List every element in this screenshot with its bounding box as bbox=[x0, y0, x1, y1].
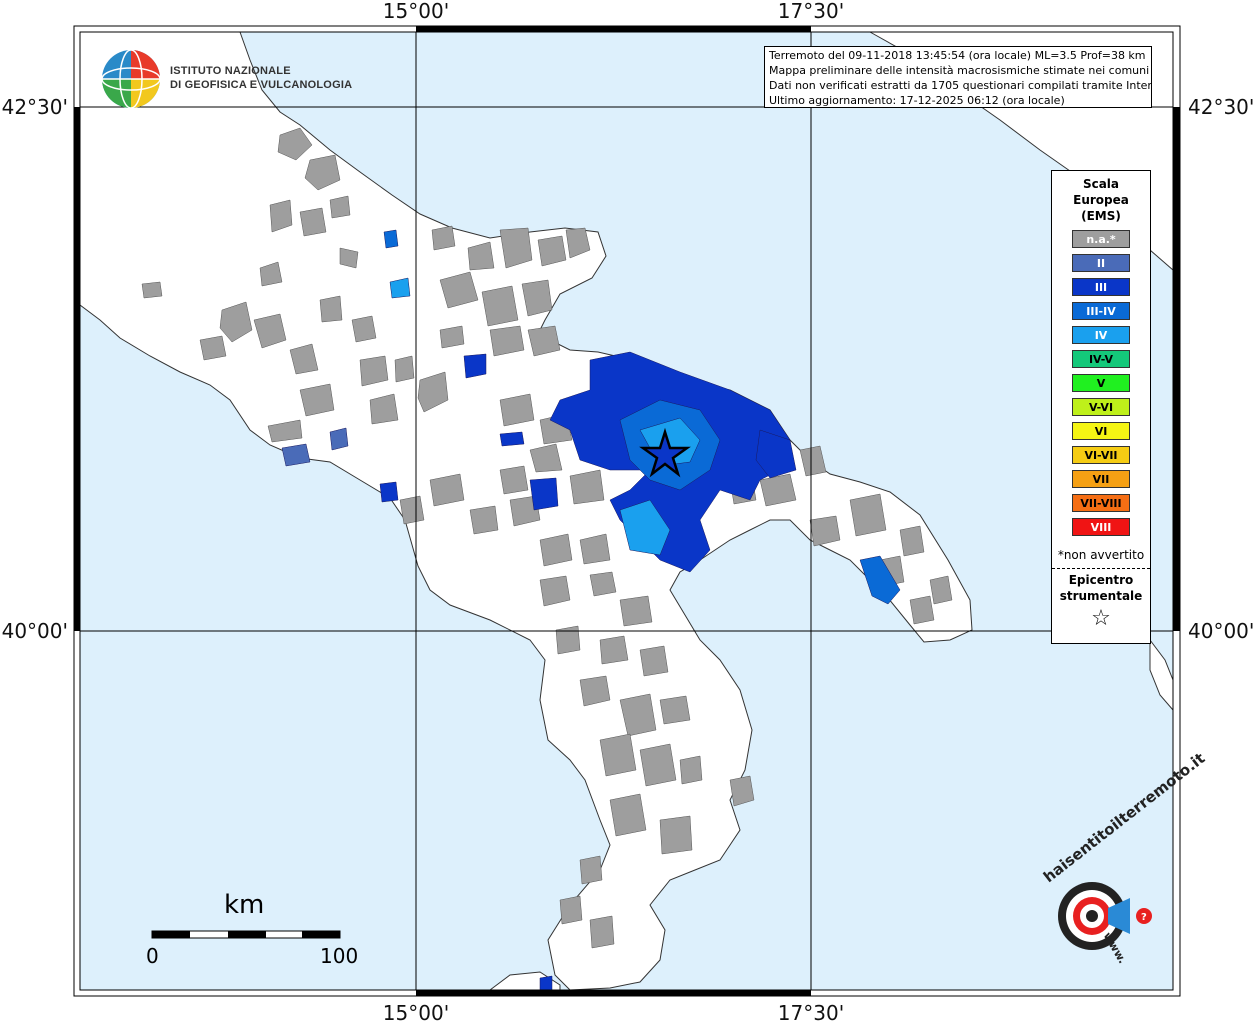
legend-items: n.a.* II III III-IV IV IV-V V V-VI VI VI-VII VII VI… bbox=[1052, 230, 1150, 536]
event-info-line4: Ultimo aggiornamento: 17-12-2025 06:12 (… bbox=[769, 94, 1065, 107]
lat-label-lower-left: 40°00' bbox=[2, 619, 68, 643]
star-icon: ☆ bbox=[1091, 606, 1111, 631]
legend-item: II bbox=[1072, 254, 1130, 272]
legend-item: VI bbox=[1072, 422, 1130, 440]
lat-label-lower-right: 40°00' bbox=[1188, 619, 1254, 643]
legend-item: VI-VII bbox=[1072, 446, 1130, 464]
felt-municipalities bbox=[281, 229, 901, 991]
svg-text:?: ? bbox=[1141, 912, 1147, 923]
legend-item: IV-V bbox=[1072, 350, 1130, 368]
lon-label-top-left: 15°00' bbox=[383, 0, 449, 23]
legend-title: Scala Europea (EMS) bbox=[1052, 176, 1150, 224]
legend-epicenter-title: Epicentro strumentale bbox=[1052, 572, 1150, 604]
epicenter-star bbox=[639, 427, 691, 478]
map-frame bbox=[73, 25, 1181, 997]
legend-title-line1: Scala bbox=[1082, 177, 1120, 191]
scale-unit-label: km bbox=[224, 890, 265, 920]
legend-item: n.a.* bbox=[1072, 230, 1130, 248]
legend-title-line2: Europea bbox=[1073, 193, 1129, 207]
legend-item: VII bbox=[1072, 470, 1130, 488]
lat-label-upper-right: 42°30' bbox=[1188, 95, 1254, 119]
lon-label-bottom-right: 17°30' bbox=[778, 1001, 844, 1024]
event-info-line1: Terremoto del 09-11-2018 13:45:54 (ora l… bbox=[769, 49, 1146, 62]
target-megaphone-icon: ? bbox=[1058, 882, 1152, 950]
not-felt-municipalities bbox=[141, 127, 953, 949]
event-info-box: Terremoto del 09-11-2018 13:45:54 (ora l… bbox=[764, 46, 1152, 108]
event-info-line3: Dati non verificati estratti da 1705 que… bbox=[769, 79, 1152, 92]
scale-start-label: 0 bbox=[146, 944, 159, 968]
legend-title-line3: (EMS) bbox=[1081, 209, 1121, 223]
scale-end-label: 100 bbox=[320, 944, 359, 968]
ingv-name-line2: DI GEOFISICA E VULCANOLOGIA bbox=[170, 79, 353, 91]
lon-label-top-right: 17°30' bbox=[778, 0, 844, 23]
legend-item: VII-VIII bbox=[1072, 494, 1130, 512]
event-info-line2: Mappa preliminare delle intensità macros… bbox=[769, 64, 1150, 77]
legend-item: III-IV bbox=[1072, 302, 1130, 320]
legend-item: IV bbox=[1072, 326, 1130, 344]
legend-item: VIII bbox=[1072, 518, 1130, 536]
ingv-logo: ISTITUTO NAZIONALE DI GEOFISICA E VULCAN… bbox=[100, 46, 352, 110]
legend-item: V-VI bbox=[1072, 398, 1130, 416]
scale-bar bbox=[151, 930, 341, 939]
ingv-name-line1: ISTITUTO NAZIONALE bbox=[170, 65, 291, 77]
legend-item: III bbox=[1072, 278, 1130, 296]
legend-note: *non avvertito bbox=[1057, 548, 1145, 562]
ingv-globe-icon bbox=[101, 49, 161, 109]
graticule bbox=[80, 32, 1173, 990]
lon-label-bottom-left: 15°00' bbox=[383, 1001, 449, 1024]
lat-label-upper-left: 42°30' bbox=[2, 95, 68, 119]
legend-epi-line1: Epicentro bbox=[1068, 573, 1134, 587]
legend-item: V bbox=[1072, 374, 1130, 392]
legend-epi-line2: strumentale bbox=[1059, 589, 1143, 603]
legend-separator bbox=[1052, 568, 1150, 569]
ems-legend: Scala Europea (EMS) n.a.* II III III-IV IV IV… bbox=[1051, 170, 1151, 644]
